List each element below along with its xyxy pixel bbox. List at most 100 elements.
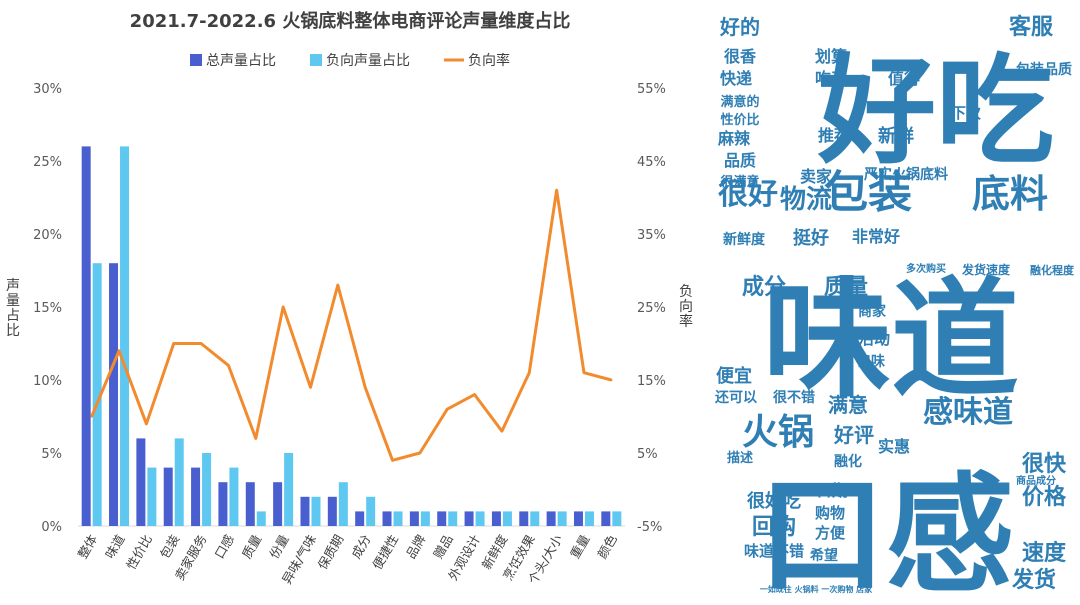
line-point bbox=[582, 371, 586, 374]
bar bbox=[475, 511, 485, 526]
line-point bbox=[446, 408, 449, 411]
cloud-word: 方便 bbox=[815, 524, 846, 542]
line-point bbox=[254, 437, 257, 440]
bar bbox=[147, 467, 157, 526]
cloud-word: 很好吃 bbox=[747, 490, 801, 512]
bar bbox=[120, 146, 130, 526]
cloud-word: 价格 bbox=[1022, 484, 1067, 510]
cloud-word: 实惠 bbox=[878, 437, 910, 456]
right-axis-title: 负向率 bbox=[679, 284, 693, 330]
bar bbox=[502, 511, 512, 526]
cloud-word: 日期 bbox=[816, 481, 848, 500]
cloud-word: 还可以 bbox=[714, 389, 757, 406]
bar bbox=[601, 511, 611, 526]
cloud-word: 品质 bbox=[724, 151, 756, 170]
y2-tick-label: 5% bbox=[637, 447, 658, 462]
bar bbox=[420, 511, 430, 526]
line-point bbox=[528, 371, 531, 374]
cloud-word: 成分 bbox=[742, 275, 786, 300]
line-point bbox=[117, 349, 121, 352]
line-point bbox=[281, 305, 285, 309]
bar bbox=[382, 511, 392, 526]
cloud-word: 很满意 bbox=[720, 174, 759, 190]
line-point bbox=[145, 422, 148, 425]
legend-item: 总声量占比 bbox=[190, 53, 276, 69]
legend-label: 负向声量占比 bbox=[326, 53, 410, 69]
cloud-word: 满意 bbox=[828, 393, 868, 417]
y2-tick-label: 55% bbox=[637, 82, 666, 97]
cloud-word: 严实火锅底料 bbox=[863, 166, 948, 183]
bar bbox=[530, 511, 540, 526]
bar bbox=[136, 438, 146, 526]
line-point bbox=[90, 415, 93, 418]
cloud-word: 口味 bbox=[857, 354, 885, 370]
category-label: 整体 bbox=[75, 532, 101, 562]
bar bbox=[409, 511, 419, 526]
right-axis-ticks: -5% 5% 15% 25% 35% 45% 55% bbox=[637, 82, 666, 535]
cloud-word: 活动 bbox=[858, 329, 890, 348]
cloud-word: 推荐 bbox=[818, 126, 850, 145]
bar bbox=[109, 263, 119, 526]
category-label: 包装 bbox=[157, 532, 182, 561]
y-tick-label: 10% bbox=[33, 374, 62, 389]
cloud-word: 便宜 bbox=[716, 365, 752, 387]
bar bbox=[256, 511, 266, 526]
cloud-word: 多次购买 bbox=[906, 262, 946, 275]
cloud-word: 购物 bbox=[815, 504, 845, 522]
bar bbox=[327, 496, 337, 526]
y-tick-label: 5% bbox=[41, 447, 62, 462]
cloud-word: 希望 bbox=[810, 547, 838, 564]
bar bbox=[519, 511, 529, 526]
y-tick-label: 0% bbox=[41, 520, 62, 535]
line-point bbox=[309, 386, 312, 389]
cloud-word: 融化程度 bbox=[1030, 263, 1075, 277]
line-point bbox=[418, 451, 422, 455]
cloud-word: 商品成分 bbox=[1016, 474, 1056, 487]
cloud-word: 满意的 bbox=[720, 94, 759, 110]
cloud-word: 快递 bbox=[720, 69, 752, 88]
category-label: 成分 bbox=[348, 532, 373, 561]
cloud-word: 味道 bbox=[763, 266, 1019, 415]
bar bbox=[355, 511, 365, 526]
bar bbox=[218, 482, 228, 526]
bar bbox=[437, 511, 447, 526]
bar bbox=[273, 482, 283, 526]
cloud-word: 卖家 bbox=[800, 167, 833, 186]
legend-swatch bbox=[190, 54, 202, 66]
y2-tick-label: 25% bbox=[637, 301, 666, 316]
chart-title: 2021.7-2022.6 火锅底料整体电商评论声量维度占比 bbox=[130, 10, 571, 32]
legend-swatch bbox=[310, 54, 322, 66]
y2-tick-label: 45% bbox=[637, 155, 666, 170]
bar bbox=[92, 263, 102, 526]
bar bbox=[202, 453, 212, 526]
cloud-word: 新鲜 bbox=[878, 125, 914, 147]
category-label: 份量 bbox=[266, 532, 291, 561]
cloud-word: 发货 bbox=[1011, 567, 1056, 593]
line-point bbox=[172, 342, 175, 345]
bar bbox=[366, 496, 376, 526]
bar bbox=[163, 467, 173, 526]
cloud-word: 挺好 bbox=[793, 227, 829, 249]
cloud-word: 发货速度 bbox=[961, 262, 1011, 277]
legend-label: 负向率 bbox=[468, 52, 510, 69]
bar bbox=[174, 438, 184, 526]
cloud-word: 很好 bbox=[718, 177, 778, 212]
cloud-word: 很不错 bbox=[773, 389, 815, 406]
cloud-word: 感味道 bbox=[923, 395, 1013, 430]
line-point bbox=[555, 189, 558, 192]
y2-tick-label: -5% bbox=[637, 520, 662, 535]
y-tick-label: 15% bbox=[33, 301, 62, 316]
y-tick-label: 20% bbox=[33, 228, 62, 243]
category-label: 保质期 bbox=[315, 532, 347, 572]
cloud-word: 划算 bbox=[815, 47, 847, 66]
line-series bbox=[90, 188, 613, 462]
cloud-word: 口感 bbox=[758, 461, 1014, 598]
bar bbox=[584, 511, 594, 526]
bar bbox=[448, 511, 458, 526]
cloud-word: 客服 bbox=[1009, 14, 1054, 40]
line-point bbox=[336, 283, 340, 287]
bar bbox=[546, 511, 556, 526]
cloud-word: 非常好 bbox=[852, 227, 900, 246]
